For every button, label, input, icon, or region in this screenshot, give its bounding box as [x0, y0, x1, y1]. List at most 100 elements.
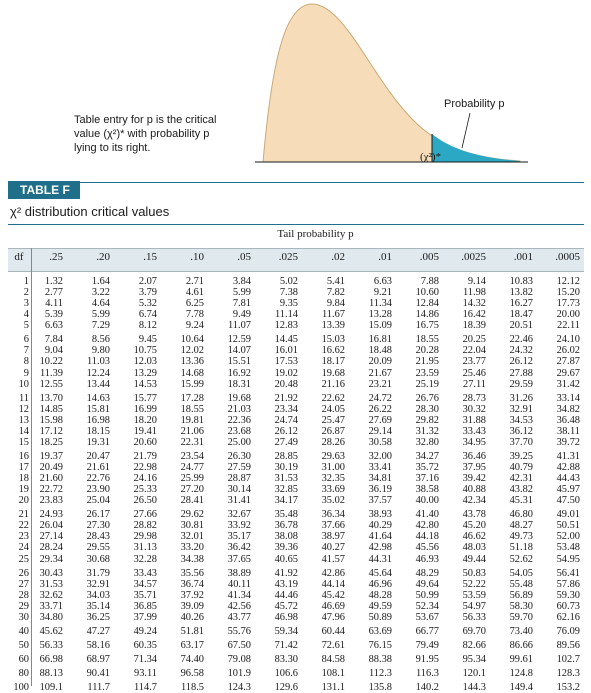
- critical-value-cell: 30.58: [368, 436, 392, 448]
- critical-value-cell: 1.32: [44, 276, 63, 287]
- p-header: .01: [378, 251, 392, 263]
- critical-value-cell: 9.21: [373, 287, 392, 299]
- critical-value-cell: 16.98: [86, 414, 110, 426]
- critical-value-cell: 13.82: [509, 287, 533, 299]
- critical-value-cell: 23.83: [39, 495, 63, 507]
- table-row: 24 28.24 29.55 31.13 33.20 36.42 39.36 40.27 42.…: [8, 542, 584, 553]
- critical-value-cell: 18.31: [227, 378, 251, 390]
- critical-value-cell: 8.12: [138, 320, 157, 332]
- critical-value-cell: 35.02: [321, 495, 345, 507]
- critical-value-cell: 23.90: [86, 484, 110, 496]
- critical-value-cell: 12.12: [556, 276, 580, 287]
- critical-value-cell: 36.12: [509, 425, 533, 437]
- critical-value-cell: 5.41: [326, 276, 345, 287]
- critical-value-cell: 99.61: [509, 654, 533, 665]
- critical-value-cell: 33.43: [133, 567, 157, 579]
- critical-value-cell: 37.16: [415, 473, 439, 485]
- p-header: .02: [331, 251, 345, 263]
- critical-value-cell: 109.1: [39, 682, 63, 693]
- critical-value-cell: 12.84: [415, 298, 439, 310]
- critical-value-cell: 12.02: [180, 345, 204, 357]
- critical-value-cell: 53.59: [462, 589, 486, 601]
- critical-value-cell: 25.99: [180, 473, 204, 485]
- critical-value-cell: 51.18: [509, 542, 533, 554]
- critical-value-cell: 56.41: [556, 567, 580, 579]
- table-row: 28 32.62 34.03 35.71 37.92 41.34 44.46 45.42 48.…: [8, 590, 584, 601]
- p-header: .20: [96, 251, 110, 263]
- critical-value-cell: 53.67: [415, 611, 439, 623]
- critical-value-cell: 93.11: [134, 668, 157, 680]
- critical-value-cell: 25.04: [86, 495, 110, 507]
- p-header: .001: [513, 251, 533, 263]
- critical-value-cell: 52.62: [509, 553, 533, 565]
- table-row: 21 24.93 26.17 27.66 29.62 32.67 35.48 36.34 38.…: [8, 509, 584, 520]
- critical-value-cell: 14.32: [462, 298, 486, 310]
- critical-value-cell: 28.87: [227, 473, 251, 485]
- critical-value-cell: 29.98: [133, 531, 157, 543]
- critical-value-label: (χ²)*: [420, 151, 442, 163]
- critical-value-cell: 22.31: [180, 436, 204, 448]
- critical-value-cell: 27.20: [180, 484, 204, 496]
- critical-value-cell: 48.28: [368, 589, 392, 601]
- critical-value-cell: 44.43: [556, 473, 580, 485]
- table-row: 12 14.85 15.81 16.99 18.55 21.03 23.34 24.05 26.…: [8, 404, 584, 415]
- critical-value-cell: 31.00: [321, 462, 345, 473]
- critical-value-cell: 25.19: [415, 378, 439, 390]
- critical-value-cell: 63.17: [180, 639, 204, 651]
- critical-value-cell: 34.81: [368, 473, 392, 485]
- critical-value-cell: 18.55: [415, 334, 439, 346]
- critical-value-cell: 7.84: [44, 334, 63, 346]
- critical-value-cell: 90.41: [86, 668, 110, 680]
- table-row: 23 27.14 28.43 29.98 32.01 35.17 38.08 38.97 41.…: [8, 531, 584, 542]
- df-cell: 5: [23, 320, 29, 332]
- critical-value-cell: 39.42: [462, 473, 486, 485]
- critical-value-cell: 114.7: [134, 682, 157, 693]
- critical-value-cell: 91.95: [415, 654, 439, 665]
- critical-value-cell: 20.51: [509, 320, 533, 332]
- critical-value-cell: 69.70: [462, 625, 486, 637]
- p-header: .10: [190, 251, 204, 263]
- critical-value-cell: 56.33: [39, 639, 63, 651]
- critical-value-cell: 14.07: [227, 345, 251, 357]
- critical-value-cell: 88.38: [368, 654, 392, 665]
- critical-value-cell: 46.93: [415, 553, 439, 565]
- critical-value-cell: 28.26: [321, 436, 345, 448]
- critical-value-cell: 55.76: [227, 625, 251, 637]
- critical-value-cell: 55.48: [509, 578, 533, 590]
- critical-value-cell: 26.50: [133, 495, 157, 507]
- critical-value-cell: 149.4: [509, 682, 533, 693]
- critical-value-cell: 36.34: [321, 509, 345, 521]
- df-cell: 28: [18, 589, 29, 601]
- critical-value-cell: 44.31: [368, 553, 392, 565]
- critical-value-cell: 38.93: [368, 509, 392, 521]
- critical-value-cell: 17.28: [180, 392, 204, 404]
- critical-value-cell: 32.67: [227, 509, 251, 521]
- critical-value-cell: 14.63: [86, 392, 110, 404]
- critical-value-cell: 36.46: [462, 450, 486, 462]
- critical-value-cell: 108.1: [321, 668, 345, 680]
- table-row: 20 23.83 25.04 26.50 28.41 31.41 34.17 35.02 37.…: [8, 495, 584, 506]
- critical-value-cell: 29.63: [321, 450, 345, 462]
- table-row: 18 21.60 22.76 24.16 25.99 28.87 31.53 32.35 34.…: [8, 473, 584, 484]
- critical-value-cell: 27.69: [368, 414, 392, 426]
- critical-value-cell: 36.25: [86, 611, 110, 623]
- critical-value-cell: 25.33: [133, 484, 157, 496]
- critical-value-cell: 31.79: [86, 567, 110, 579]
- critical-value-cell: 79.08: [227, 654, 251, 665]
- critical-value-cell: 59.34: [274, 625, 298, 637]
- critical-value-cell: 27.59: [227, 462, 251, 473]
- critical-value-cell: 32.28: [133, 553, 157, 565]
- critical-value-cell: 36.42: [227, 542, 251, 554]
- table-row: 8 10.22 11.03 12.03 13.36 15.51 17.53 18.17 20.0…: [8, 356, 584, 367]
- critical-value-cell: 96.58: [180, 668, 204, 680]
- critical-value-cell: 49.73: [509, 531, 533, 543]
- critical-value-cell: 18.39: [462, 320, 486, 332]
- critical-value-cell: 11.67: [322, 309, 345, 321]
- critical-value-cell: 12.24: [86, 367, 110, 379]
- critical-value-cell: 19.81: [180, 414, 204, 426]
- critical-value-cell: 82.66: [462, 639, 486, 651]
- table-row: 80 88.13 90.41 93.11 96.58 101.9 106.6 108.1 112…: [8, 668, 584, 679]
- critical-value-cell: 56.89: [509, 589, 533, 601]
- critical-value-cell: 31.41: [227, 495, 251, 507]
- critical-value-cell: 33.14: [556, 392, 580, 404]
